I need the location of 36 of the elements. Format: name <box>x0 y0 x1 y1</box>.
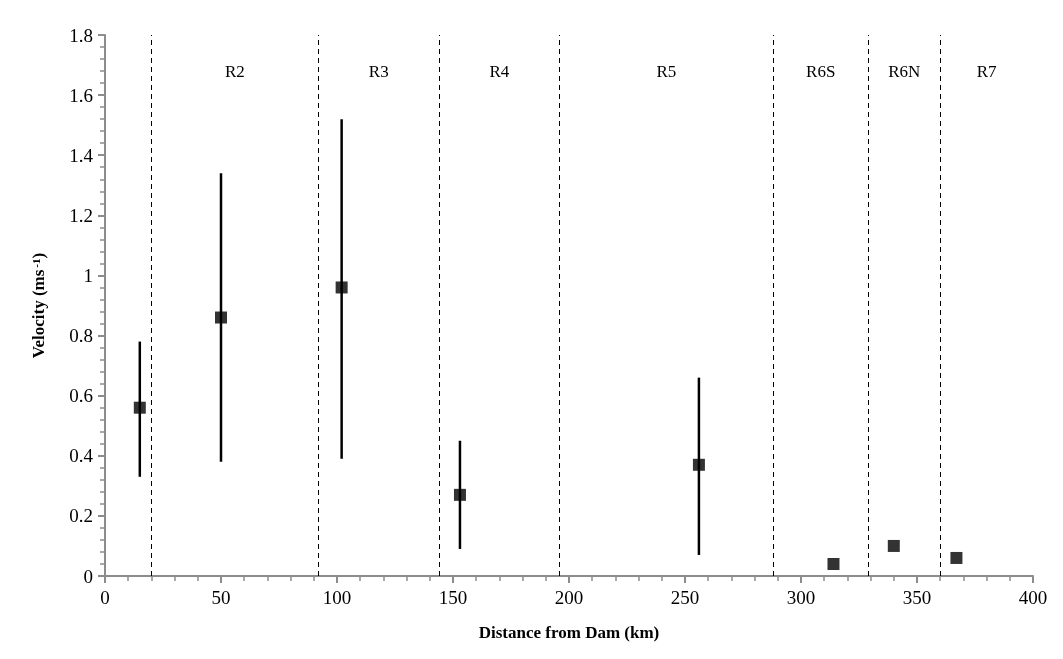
annotation: R4 <box>489 61 510 81</box>
point <box>335 281 348 294</box>
point <box>215 311 227 324</box>
x-tick-label: 0 <box>100 587 110 608</box>
point <box>887 539 900 552</box>
x-tick-label: 300 <box>786 587 816 608</box>
point <box>950 551 963 564</box>
y-tick-label: 1.6 <box>69 84 93 106</box>
x-tick-label: 150 <box>438 587 468 608</box>
x-tick-label: 350 <box>902 587 932 608</box>
annotation: R3 <box>368 61 389 81</box>
annotation: R6S <box>806 61 836 81</box>
point <box>453 488 466 501</box>
y-tick-label: 1.2 <box>69 204 93 226</box>
x-tick-label: 400 <box>1018 587 1048 608</box>
y-tick-label: 1 <box>83 264 93 286</box>
annotation: R5 <box>656 61 677 81</box>
y-tick-label: 0.4 <box>69 445 94 467</box>
point <box>827 557 840 570</box>
x-tick-label: 50 <box>211 587 231 608</box>
annotation: R2 <box>225 61 245 81</box>
point <box>692 458 705 471</box>
annotation: R7 <box>976 61 998 81</box>
y-tick-label: 0.2 <box>69 505 93 527</box>
y-tick-label: 0.6 <box>69 385 93 407</box>
point <box>133 401 146 414</box>
y-tick-label: 0.8 <box>69 325 93 347</box>
y-tick-label: 0 <box>83 565 93 587</box>
x-tick-label: 250 <box>670 587 700 608</box>
x-tick-label: 100 <box>322 587 352 608</box>
y-tick-label: 1.4 <box>69 144 94 166</box>
x-axis-title: Distance from Dam (km) <box>478 623 660 642</box>
y-axis-title: Velocity (ms-1) <box>29 252 48 359</box>
x-tick-label: 200 <box>554 587 584 608</box>
y-tick-label: 1.8 <box>69 24 93 46</box>
annotation: R6N <box>888 61 921 81</box>
